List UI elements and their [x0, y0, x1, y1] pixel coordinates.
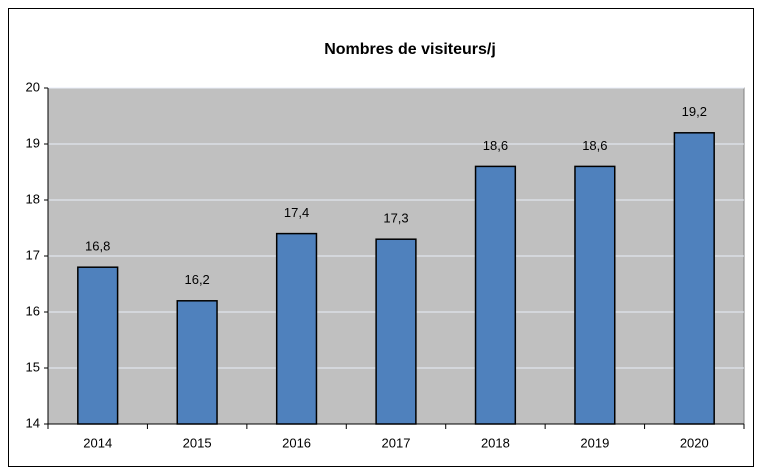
bar: [176, 300, 218, 425]
chart-title: Nombres de visiteurs/j: [324, 41, 496, 58]
bar: [574, 165, 616, 425]
data-label: 18,6: [483, 138, 508, 153]
x-tick-label: 2015: [183, 435, 212, 450]
x-tick-label: 2014: [83, 435, 112, 450]
y-tick-label: 19: [26, 135, 40, 150]
x-tick-label: 2017: [382, 435, 411, 450]
y-tick-label: 15: [26, 359, 40, 374]
y-tick-label: 20: [26, 79, 40, 94]
y-tick-label: 16: [26, 303, 40, 318]
y-tick-label: 14: [26, 415, 40, 430]
x-tick-label: 2019: [580, 435, 609, 450]
data-label: 16,2: [184, 272, 209, 287]
data-label: 19,2: [682, 104, 707, 119]
bar: [673, 132, 715, 425]
y-tick-label: 17: [26, 247, 40, 262]
data-label: 18,6: [582, 138, 607, 153]
bar: [77, 266, 119, 425]
data-label: 17,4: [284, 205, 309, 220]
data-label: 17,3: [383, 211, 408, 226]
data-label: 16,8: [85, 239, 110, 254]
y-tick-label: 18: [26, 191, 40, 206]
x-tick-label: 2018: [481, 435, 510, 450]
x-tick-label: 2020: [680, 435, 709, 450]
bar: [474, 165, 517, 425]
x-tick-label: 2016: [282, 435, 311, 450]
bar: [375, 238, 417, 425]
bar: [275, 232, 318, 425]
